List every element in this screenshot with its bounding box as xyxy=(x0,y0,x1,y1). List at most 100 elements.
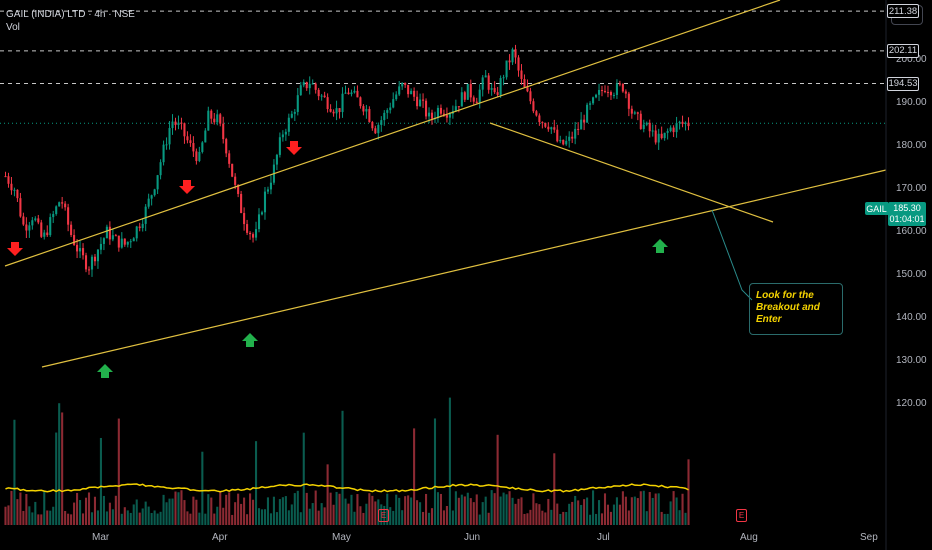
volume-bar xyxy=(293,493,296,525)
candle-body xyxy=(278,137,281,155)
candle-body xyxy=(481,77,484,90)
volume-bar xyxy=(493,493,496,525)
candle-body xyxy=(511,49,514,63)
candle-body xyxy=(606,91,610,93)
volume-bar xyxy=(481,502,484,525)
volume-bar xyxy=(192,496,195,525)
volume-bar xyxy=(177,492,180,525)
candle-body xyxy=(615,83,618,95)
volume-bar xyxy=(13,419,16,525)
candle-body xyxy=(353,90,356,93)
earnings-event-marker[interactable]: E xyxy=(378,509,389,522)
level-price-label: 202.11 xyxy=(887,43,919,58)
candle-body xyxy=(150,195,153,199)
volume-bar xyxy=(93,496,97,525)
candle-body xyxy=(228,153,231,164)
price-tick-label: 180.00 xyxy=(896,140,927,151)
candle-body xyxy=(58,202,61,207)
volume-bar xyxy=(609,511,613,525)
candle-body xyxy=(404,82,407,85)
candle-body xyxy=(603,90,607,92)
volume-bar xyxy=(222,507,225,525)
candle-body xyxy=(427,112,431,117)
volume-bar xyxy=(416,500,419,525)
volume-bar xyxy=(249,493,252,525)
volume-indicator-label[interactable]: Vol xyxy=(6,22,20,33)
candle-body xyxy=(81,248,85,256)
volume-bar xyxy=(383,505,386,525)
volume-bar xyxy=(469,498,472,525)
candle-body xyxy=(383,112,386,121)
candle-body xyxy=(636,112,639,114)
candle-body xyxy=(356,90,359,98)
time-tick-label: May xyxy=(332,532,351,543)
candle-body xyxy=(317,89,320,97)
volume-bar xyxy=(132,504,135,525)
volume-bar xyxy=(70,514,73,525)
candle-body xyxy=(46,232,49,236)
candle-body xyxy=(87,269,91,271)
volume-bar xyxy=(422,511,425,525)
symbol-title[interactable]: GAIL (INDIA) LTD · 4h · NSE xyxy=(6,9,135,20)
time-tick-label: Aug xyxy=(740,532,758,543)
volume-bar xyxy=(290,504,293,525)
volume-bar xyxy=(105,511,108,525)
candle-body xyxy=(669,127,672,132)
up-arrow-icon xyxy=(97,364,113,378)
candle-body xyxy=(496,92,499,95)
candle-body xyxy=(678,121,681,123)
descending-trendline xyxy=(489,122,774,223)
symbol-price-tag: GAIL xyxy=(865,202,888,215)
volume-bar xyxy=(37,514,40,525)
volume-bar xyxy=(225,494,228,525)
annotation-note[interactable]: Look for the Breakout and Enter xyxy=(749,283,843,335)
volume-bar xyxy=(353,511,356,525)
volume-bar xyxy=(520,497,523,525)
candle-body xyxy=(290,113,293,118)
volume-bar xyxy=(445,505,448,525)
candle-body xyxy=(105,226,108,239)
volume-bar xyxy=(502,492,505,525)
volume-bar xyxy=(389,507,392,525)
volume-bar xyxy=(76,492,79,525)
volume-bar xyxy=(165,502,168,525)
candle-body xyxy=(526,87,529,92)
bar-countdown: 01:04:01 xyxy=(889,214,925,224)
down-arrow-icon xyxy=(286,141,302,155)
candle-body xyxy=(19,198,22,217)
candle-body xyxy=(630,108,633,114)
volume-bar xyxy=(666,513,669,525)
volume-bar xyxy=(410,497,413,525)
volume-bar xyxy=(61,412,64,525)
candle-body xyxy=(675,122,678,133)
candle-body xyxy=(49,217,52,236)
down-arrow-icon xyxy=(179,180,195,194)
level-price-label: 211.38 xyxy=(887,4,919,19)
volume-bar xyxy=(347,503,350,525)
volume-bar xyxy=(430,508,434,525)
price-tick-label: 150.00 xyxy=(896,269,927,280)
volume-bar xyxy=(580,504,583,525)
volume-bar xyxy=(424,493,428,525)
candle-body xyxy=(651,130,654,132)
volume-bar xyxy=(442,510,445,525)
volume-bar xyxy=(490,490,493,525)
candle-body xyxy=(43,232,46,237)
volume-bar xyxy=(636,498,639,525)
candle-body xyxy=(16,189,19,199)
candle-body xyxy=(687,122,690,127)
volume-bar xyxy=(231,514,234,525)
volume-bar xyxy=(210,497,213,525)
volume-bar xyxy=(22,510,25,525)
candle-body xyxy=(439,107,442,114)
volume-bar xyxy=(40,514,43,525)
volume-bar xyxy=(398,497,401,525)
channel-top-trendline xyxy=(4,0,781,267)
candle-body xyxy=(371,122,374,129)
earnings-event-marker[interactable]: E xyxy=(736,509,747,522)
candle-body xyxy=(463,92,466,100)
candle-body xyxy=(174,121,177,125)
candle-body xyxy=(654,130,657,143)
candle-body xyxy=(410,90,413,95)
